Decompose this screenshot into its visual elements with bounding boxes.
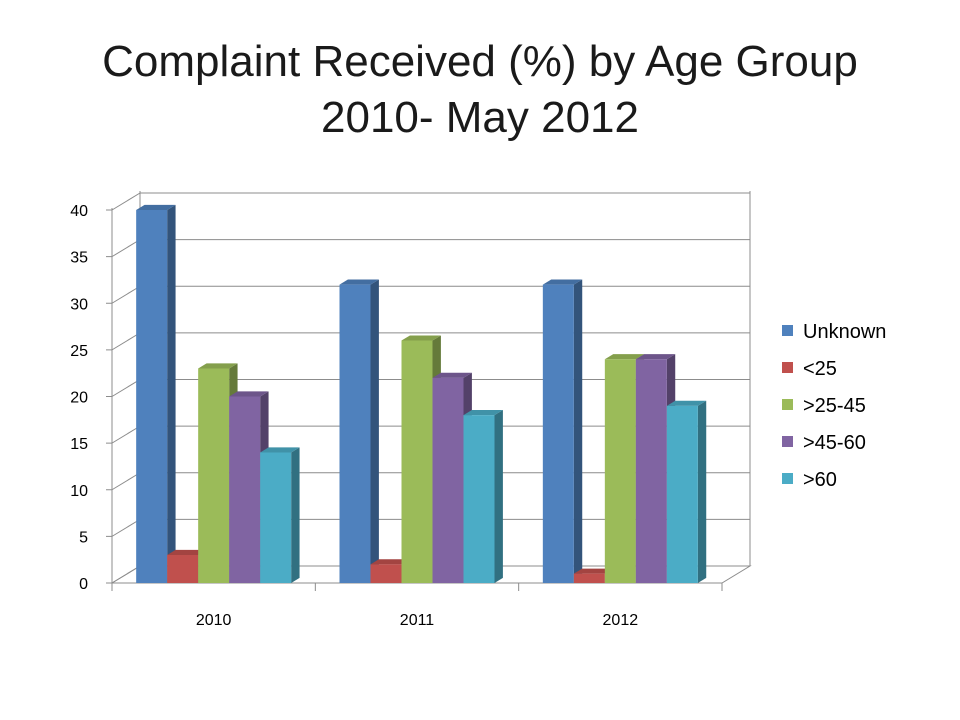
bar-front [370,564,402,583]
y-tick-label: 5 [79,529,88,546]
legend-label: >45-60 [803,432,866,454]
bar-2012->60 [666,400,707,583]
bar-top [339,279,379,285]
bar-side [167,204,176,583]
gridline-depth [111,379,141,397]
y-tick-label: 30 [70,296,88,313]
legend-label: Unknown [803,321,886,343]
bar-top [604,354,645,360]
bar-front [542,284,574,583]
bar-side [291,447,300,583]
bar-top [463,410,503,416]
x-tick-label: 2010 [196,612,232,629]
bar-side [370,279,379,583]
bar-top [136,204,176,210]
y-tick-label: 20 [70,390,88,407]
gridline-depth [111,472,141,491]
bar-top [260,447,300,453]
bar-top [432,372,472,378]
bar-2011->60 [463,410,503,583]
legend-swatch [782,362,793,373]
bar-2011-Unknown [339,279,379,583]
bar-side [697,400,707,583]
bar-front [573,573,605,583]
bar-2010-Unknown [136,204,176,583]
bar-top [666,400,707,406]
legend-label: <25 [803,358,837,380]
legend-swatch [782,436,793,447]
bar-side [494,410,503,583]
bar-top [370,559,410,565]
bar-front [432,377,464,583]
bar-front [229,396,261,583]
bar-front [198,368,230,583]
bar-front [666,405,698,583]
bar-2010->60 [260,447,300,583]
gridline-depth [111,239,141,258]
bar-front [635,359,667,583]
legend-swatch [782,325,793,336]
gridline-depth [111,518,141,537]
bar-top [573,568,614,574]
y-tick-label: 25 [70,343,88,360]
x-tick-label: 2011 [400,612,435,629]
legend-label: >25-45 [803,395,866,417]
bar-front [604,359,636,583]
legend-swatch [782,473,793,484]
gridline-depth [111,192,141,211]
legend-label: >60 [803,469,837,491]
y-tick-label: 0 [79,576,88,593]
bar-front [463,415,495,583]
bar-top [401,335,441,341]
bar-front [260,452,292,583]
gridline-depth [111,285,141,304]
y-tick-label: 35 [70,250,88,267]
bar-front [136,210,168,583]
bar-front [401,340,433,583]
bar-top [198,363,238,369]
bar-2012-Unknown [542,279,583,583]
bar-side [573,279,583,583]
bar-top [635,354,676,360]
legend-swatch [782,399,793,410]
chart-title: Complaint Received (%) by Age Group 2010… [0,34,960,146]
gridline-depth [111,332,141,351]
gridline-depth [111,425,141,444]
y-tick-label: 40 [70,203,88,220]
bar-top [229,391,269,397]
bar-front [339,284,371,583]
x-tick-label: 2012 [603,612,639,629]
bar-top [167,549,207,556]
title-line-1: Complaint Received (%) by Age Group [102,37,858,86]
y-tick-label: 10 [70,483,88,500]
title-line-2: 2010- May 2012 [321,93,639,142]
bar-front [167,555,199,583]
y-tick-label: 15 [70,436,88,453]
bar-top [542,279,583,285]
